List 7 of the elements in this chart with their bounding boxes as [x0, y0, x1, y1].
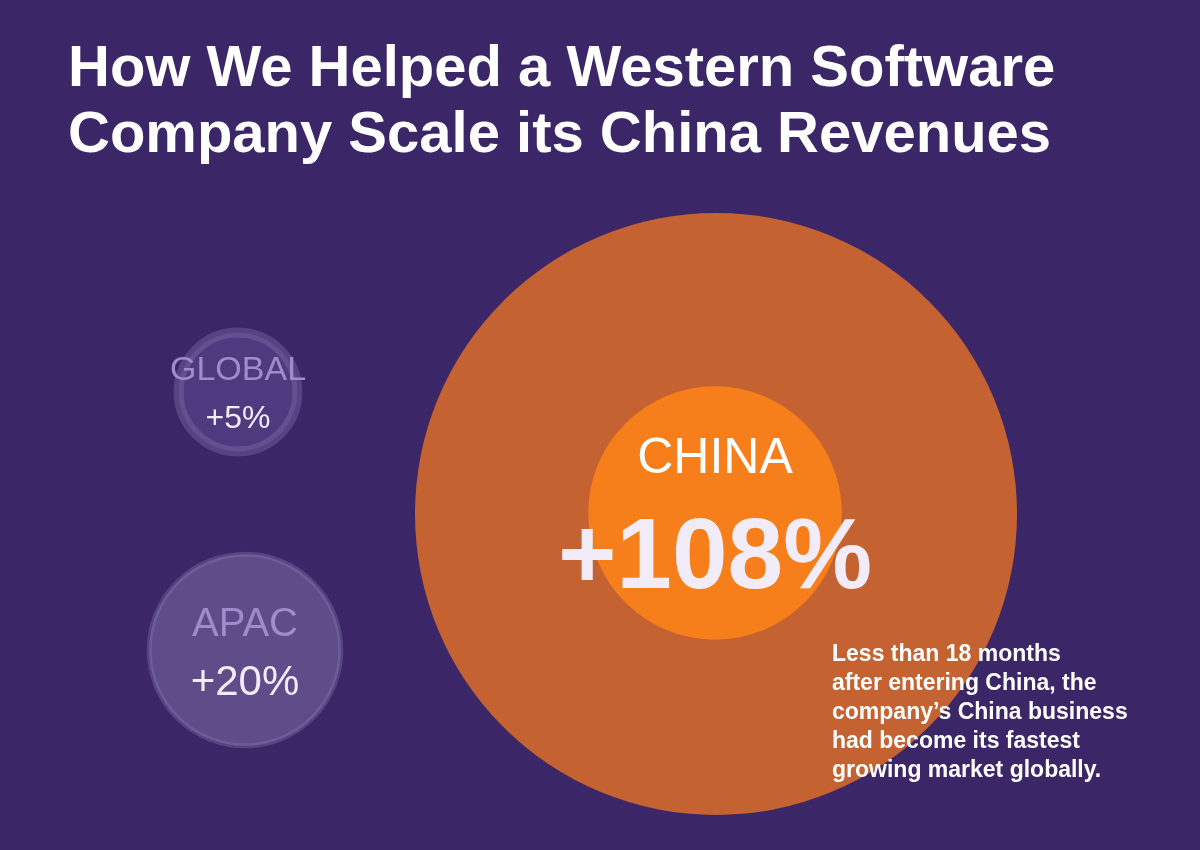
data-label: +108%	[557, 497, 873, 609]
category-label: GLOBAL	[169, 349, 307, 387]
category-label: CHINA	[637, 428, 794, 484]
data-label: +5%	[205, 399, 271, 435]
text: How We Helped a Western Software Company Scale its China Revenues	[68, 33, 1056, 164]
category-label: APAC	[192, 600, 298, 644]
data-label: +20%	[190, 657, 300, 704]
